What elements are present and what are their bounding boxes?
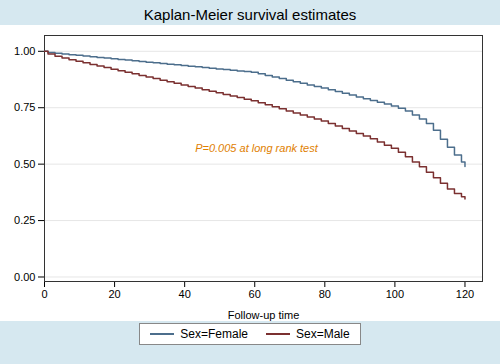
svg-text:0.00: 0.00	[14, 271, 35, 283]
svg-text:P=0.005 at long rank test: P=0.005 at long rank test	[195, 142, 319, 154]
svg-text:60: 60	[249, 288, 261, 300]
svg-text:100: 100	[386, 288, 404, 300]
svg-text:Follow-up time: Follow-up time	[228, 309, 300, 321]
svg-text:0.25: 0.25	[14, 214, 35, 226]
svg-text:0: 0	[41, 288, 47, 300]
html-text:Kaplan-Meier survival estimate: Kaplan-Meier survival estimates	[143, 6, 357, 23]
html-text:Sex=Female: Sex=Female	[180, 327, 248, 341]
svg-text:40: 40	[179, 288, 191, 300]
svg-text:1.00: 1.00	[14, 45, 35, 57]
svg-text:20: 20	[108, 288, 120, 300]
html-text:Sex=Male: Sex=Male	[296, 327, 350, 341]
svg-text:120: 120	[456, 288, 474, 300]
svg-text:0.50: 0.50	[14, 158, 35, 170]
svg-text:80: 80	[319, 288, 331, 300]
svg-text:0.75: 0.75	[14, 101, 35, 113]
